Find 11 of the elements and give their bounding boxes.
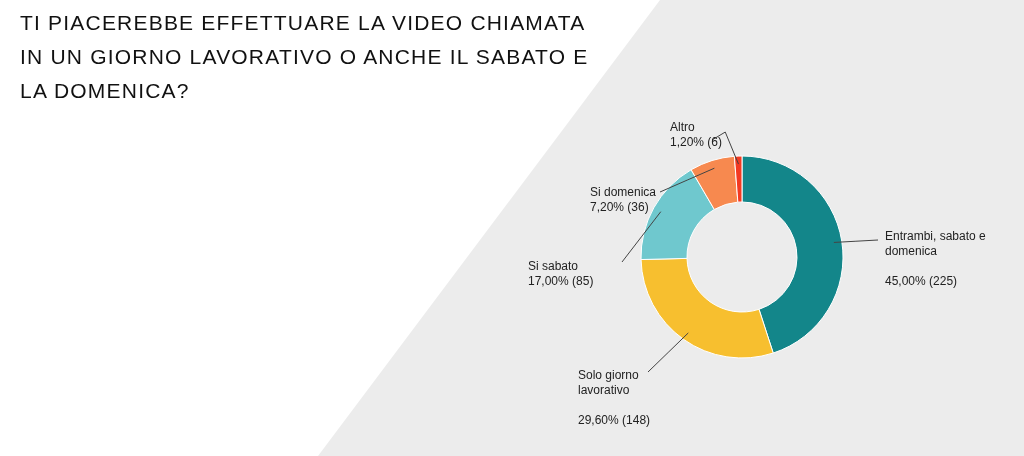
data-label: 7,20% (36)	[590, 200, 649, 214]
data-label: 29,60% (148)	[578, 413, 651, 427]
slice-label: Solo giorno lavorativo	[578, 368, 640, 397]
data-label: 45,00% (225)	[885, 274, 958, 288]
text: TI PIACEREBBE EFFETTUARE LA VIDEO CHIAMATA IN UN GIORNO LAVORATIVO O ANCHE IL SABATO E LA DOMENICA?	[20, 11, 589, 102]
slice-label: Entrambi, sabato e domenica	[885, 229, 987, 258]
slice-label: Altro	[670, 120, 695, 134]
data-label: 1,20% (6)	[670, 135, 723, 149]
data-label: 17,00% (85)	[528, 274, 594, 288]
slice-label: Si domenica	[590, 185, 657, 199]
slice-label: Si sabato	[528, 259, 579, 273]
